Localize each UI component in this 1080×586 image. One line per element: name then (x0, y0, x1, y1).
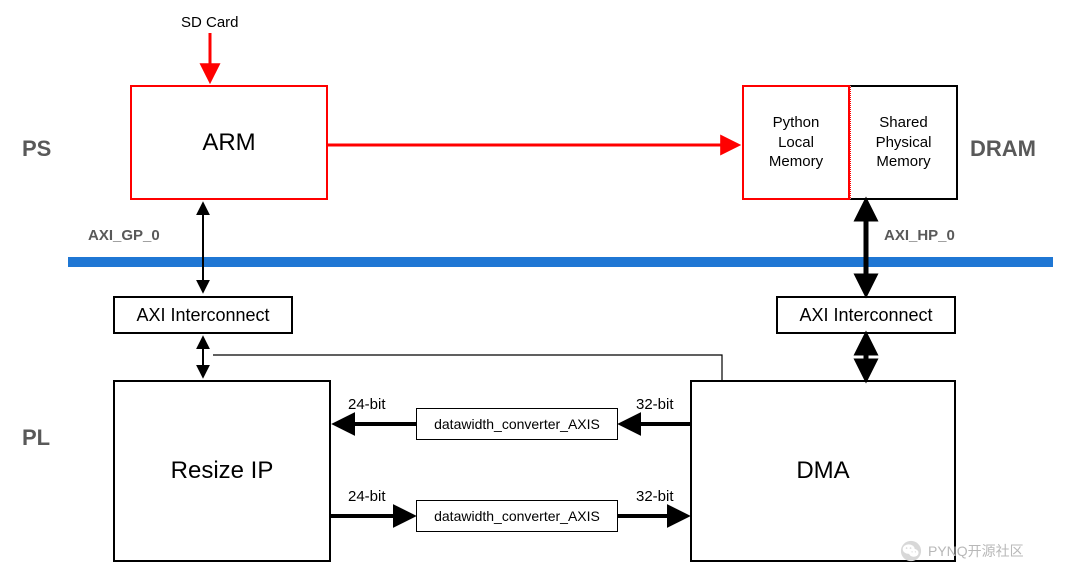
python-memory-box: Python Local Memory (742, 85, 850, 200)
ps-pl-divider (68, 257, 1053, 267)
shared-memory-box: Shared Physical Memory (850, 85, 958, 200)
dma-box: DMA (690, 380, 956, 562)
bit32-top-label: 32-bit (636, 396, 674, 413)
pl-label: PL (22, 425, 50, 451)
dram-label: DRAM (970, 136, 1036, 162)
watermark-text: PYNQ开源社区 (928, 541, 1024, 561)
resize-ip-text: Resize IP (171, 457, 274, 485)
bit32-bottom-label: 32-bit (636, 488, 674, 505)
axi-gp-label: AXI_GP_0 (88, 227, 160, 244)
sd-card-label: SD Card (181, 14, 239, 31)
ps-label: PS (22, 136, 51, 162)
arm-box: ARM (130, 85, 328, 200)
axi-interconnect-left: AXI Interconnect (113, 296, 293, 334)
bit24-bottom-label: 24-bit (348, 488, 386, 505)
datawidth-converter-bottom: datawidth_converter_AXIS (416, 500, 618, 532)
wechat-icon (900, 540, 922, 562)
dwc-bottom-text: datawidth_converter_AXIS (434, 508, 600, 524)
dma-text: DMA (796, 457, 849, 485)
axi-interconnect-right: AXI Interconnect (776, 296, 956, 334)
bit24-top-label: 24-bit (348, 396, 386, 413)
line-axi-left-to-dma (213, 355, 722, 380)
axi-hp-label: AXI_HP_0 (884, 227, 955, 244)
dwc-top-text: datawidth_converter_AXIS (434, 416, 600, 432)
shared-memory-text: Shared Physical Memory (876, 113, 932, 172)
arm-text: ARM (202, 129, 255, 157)
axi-interconnect-right-text: AXI Interconnect (799, 305, 932, 326)
datawidth-converter-top: datawidth_converter_AXIS (416, 408, 618, 440)
python-memory-text: Python Local Memory (769, 113, 823, 172)
axi-interconnect-left-text: AXI Interconnect (136, 305, 269, 326)
watermark: PYNQ开源社区 (900, 540, 1024, 562)
resize-ip-box: Resize IP (113, 380, 331, 562)
